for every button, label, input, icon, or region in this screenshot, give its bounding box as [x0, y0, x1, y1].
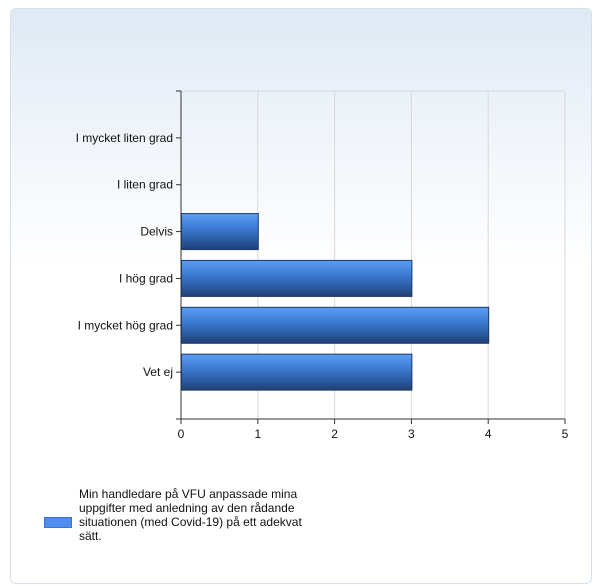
bar: [181, 353, 413, 391]
y-tick-label: Delvis: [140, 225, 173, 239]
y-tick-label: I mycket hög grad: [78, 318, 173, 332]
x-tick-label: 5: [562, 427, 569, 441]
bar: [181, 213, 259, 251]
y-tick-label: I hög grad: [119, 271, 173, 285]
x-tick-label: 0: [178, 427, 185, 441]
y-tick-label: I liten grad: [117, 178, 173, 192]
legend-swatch: [44, 517, 72, 528]
y-tick-label: Vet ej: [143, 365, 173, 379]
x-tick-label: 2: [331, 427, 338, 441]
x-tick-label: 4: [485, 427, 492, 441]
x-tick-label: 3: [408, 427, 415, 441]
x-tick-label: 1: [254, 427, 261, 441]
y-tick-label: I mycket liten grad: [76, 131, 173, 145]
bar: [181, 306, 490, 344]
legend-label: Min handledare på VFU anpassade mina upp…: [79, 487, 302, 543]
bar: [181, 259, 413, 297]
